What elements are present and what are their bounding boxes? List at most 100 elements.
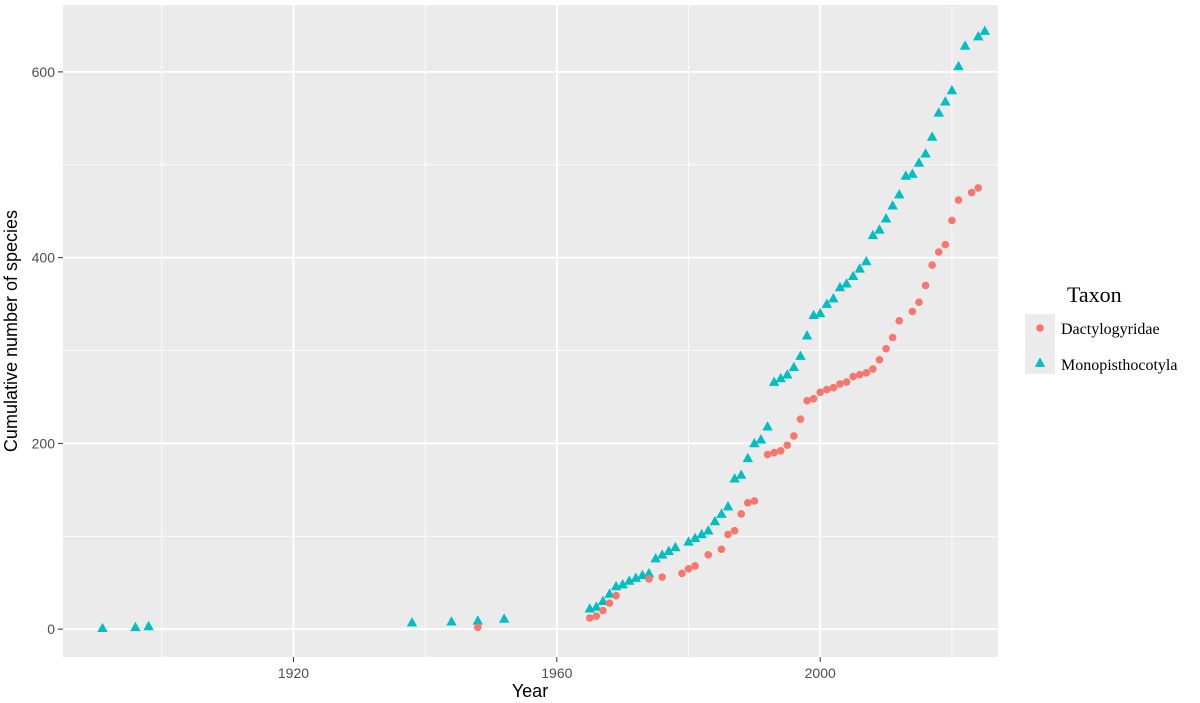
dactylogyridae-point [750, 497, 759, 505]
major-grid [63, 5, 998, 657]
dactylogyridae-point [645, 575, 653, 583]
monopisthocotyla-point [716, 508, 727, 518]
plot-panel [63, 5, 998, 657]
dactylogyridae-point [823, 385, 831, 394]
dactylogyridae-point [974, 184, 983, 192]
monopisthocotyla-point [762, 421, 773, 431]
monopisthocotyla-point [630, 572, 642, 582]
dactylogyridae-point [829, 383, 838, 392]
monopisthocotyla-point [689, 532, 701, 542]
monopisthocotyla-point [814, 307, 826, 318]
monopisthocotyla-point [973, 31, 984, 41]
x-tick-label: 1960 [541, 665, 572, 681]
dactylogyridae-point [816, 388, 825, 397]
monopisthocotyla-point [143, 620, 154, 631]
monopisthocotyla-point [979, 25, 991, 35]
dactylogyridae-point [836, 380, 844, 388]
monopisthocotyla-point [604, 588, 615, 598]
monopisthocotyla-point [472, 615, 484, 625]
dactylogyridae-point [678, 569, 686, 578]
dactylogyridae-point [724, 530, 732, 539]
y-tick-label: 400 [32, 250, 56, 266]
dactylogyridae-point [882, 344, 890, 353]
monopisthocotyla-point [130, 621, 141, 632]
monopisthocotyla-point [920, 148, 931, 158]
monopisthocotyla-point [591, 601, 602, 611]
dactylogyridae-point [928, 261, 936, 269]
monopisthocotyla-point [729, 473, 740, 483]
dactylogyridae-point [895, 316, 904, 325]
dactylogyridae-point [849, 372, 857, 381]
monopisthocotyla-point [446, 616, 457, 626]
monopisthocotyla-point [841, 278, 852, 288]
y-tick-label: 0 [47, 621, 55, 637]
dactylogyridae-point [855, 370, 864, 379]
legend: Taxon Dactylogyridae Monopisthocotyla [1025, 282, 1177, 374]
x-tick-label: 2000 [805, 665, 836, 681]
monopisthocotyla-point [847, 270, 859, 281]
monopisthocotyla-point [801, 330, 813, 340]
dactylogyridae-point [612, 591, 620, 600]
dactylogyridae-point [862, 368, 871, 377]
legend-title: Taxon [1067, 282, 1122, 307]
dactylogyridae-point [783, 441, 792, 450]
dactylogyridae-point [730, 526, 739, 535]
monopisthocotyla-point [867, 229, 879, 240]
dactylogyridae-point [599, 606, 607, 615]
monopisthocotyla-point [696, 528, 707, 539]
x-axis: 1920 1960 2000 [278, 657, 836, 681]
monopisthocotyla-point [749, 437, 760, 448]
monopisthocotyla-point [498, 613, 510, 623]
dactylogyridae-point [921, 281, 930, 290]
monopisthocotyla-point [735, 469, 747, 479]
monopisthocotyla-point [768, 376, 780, 386]
monopisthocotyla-point [821, 298, 833, 308]
monopisthocotyla-point [828, 292, 839, 303]
legend-keys [1034, 324, 1046, 367]
dactylogyridae-point [790, 432, 798, 440]
dactylogyridae-point [737, 510, 746, 518]
monopisthocotyla-point [880, 213, 892, 223]
monopisthocotyla-point [788, 361, 800, 372]
monopisthocotyla-point [709, 515, 721, 526]
monopisthocotyla-point [913, 157, 925, 167]
x-axis-title: Year [512, 681, 548, 701]
dactylogyridae-point [691, 562, 699, 570]
monopisthocotyla-point [887, 200, 898, 210]
minor-grid [63, 5, 998, 657]
monopisthocotyla-point [926, 131, 938, 141]
monopisthocotyla-point [795, 350, 806, 360]
monopisthocotyla-point [597, 595, 609, 606]
monopisthocotyla-point [940, 96, 951, 106]
legend-key-dactylogyridae [1036, 324, 1044, 332]
y-axis-title: Cumulative number of species [1, 210, 21, 452]
monopisthocotyla-point [656, 549, 668, 559]
dactylogyridae-point [763, 450, 772, 459]
dactylogyridae-point [941, 240, 950, 249]
dactylogyridae-point [809, 395, 818, 403]
legend-label-dactylogyridae: Dactylogyridae [1061, 321, 1160, 338]
dactylogyridae-point [967, 188, 976, 197]
data-points [97, 25, 991, 633]
dactylogyridae-point [592, 612, 601, 620]
dactylogyridae-point [796, 415, 805, 424]
dactylogyridae-point [934, 248, 943, 256]
x-tick-label: 1920 [278, 665, 309, 681]
dactylogyridae-point [770, 448, 778, 457]
dactylogyridae-point [842, 378, 851, 386]
dactylogyridae-point [658, 573, 666, 581]
dactylogyridae-point [585, 614, 594, 622]
dactylogyridae-point [915, 298, 923, 307]
monopisthocotyla-point [97, 622, 108, 633]
y-tick-label: 200 [32, 435, 56, 451]
monopisthocotyla-point [933, 107, 944, 117]
dactylogyridae-point [743, 499, 752, 507]
monopisthocotyla-point [742, 452, 754, 463]
y-axis: 0 200 400 600 [32, 64, 63, 637]
dactylogyridae-point [776, 447, 785, 455]
legend-key-monopisthocotyla [1034, 357, 1046, 367]
monopisthocotyla-point [861, 255, 872, 266]
monopisthocotyla-point [834, 281, 846, 292]
monopisthocotyla-point [617, 579, 628, 589]
